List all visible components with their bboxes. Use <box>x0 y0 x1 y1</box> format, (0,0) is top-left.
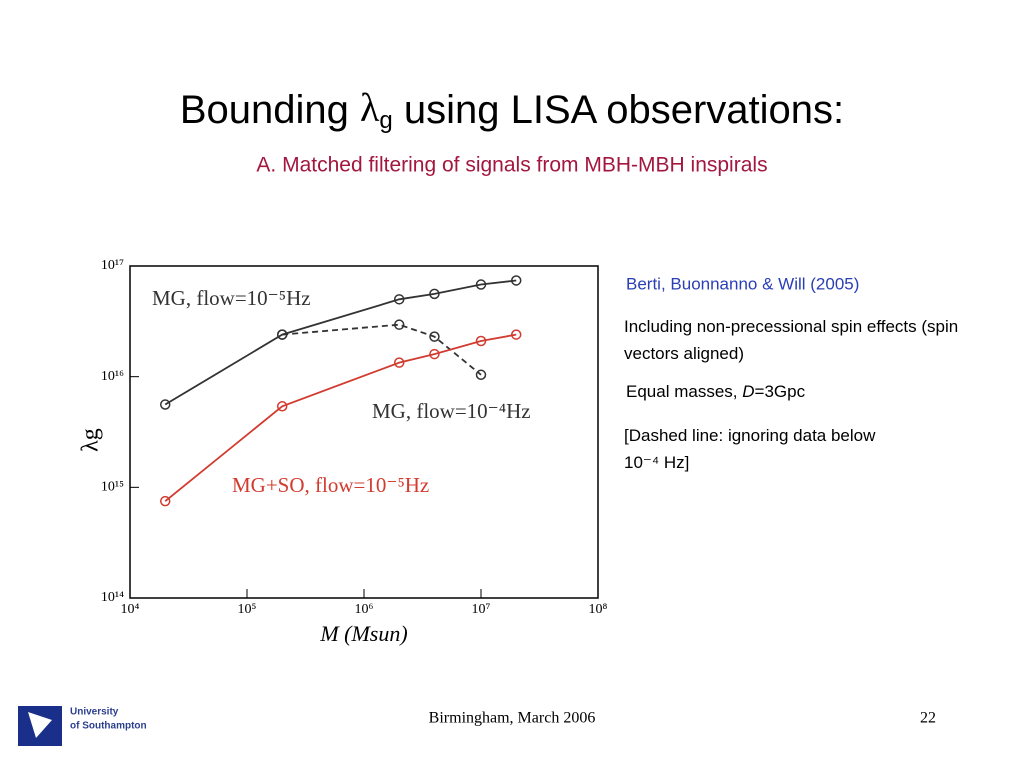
series-label: MG, flow=10⁻⁴Hz <box>372 399 531 423</box>
data-point <box>475 335 487 347</box>
data-point <box>429 288 440 300</box>
note-var: D <box>742 382 754 401</box>
plot-frame <box>129 265 599 599</box>
data-point <box>276 329 288 340</box>
page-number: 22 <box>920 710 936 727</box>
title-text: using LISA observations: <box>393 88 844 132</box>
data-point <box>475 279 487 290</box>
series-label: MG, flow=10⁻⁵Hz <box>152 286 311 310</box>
note: Including non-precessional spin effects … <box>624 317 959 363</box>
x-tick-label: 10⁵ <box>238 602 257 617</box>
logo: University of Southampton <box>18 706 147 746</box>
data-point <box>429 331 440 342</box>
note: [Dashed line: ignoring data below 10⁻⁴ H… <box>624 426 876 472</box>
y-tick-label: 10¹⁶ <box>101 369 124 384</box>
data-point <box>159 399 171 410</box>
data-point <box>276 401 288 412</box>
x-tick-label: 10⁶ <box>355 602 374 617</box>
title-text: Bounding <box>180 88 360 132</box>
note-text: =3Gpc <box>755 382 806 401</box>
x-axis-label: M (Msun) <box>319 621 407 646</box>
title-symbol: λ <box>360 85 380 130</box>
x-tick-label: 10⁸ <box>589 602 608 617</box>
series-line <box>282 323 482 376</box>
series-line <box>164 279 517 406</box>
data-point <box>475 369 487 381</box>
logo-text: University <box>70 707 119 718</box>
series-label: MG+SO, flow=10⁻⁵Hz <box>232 473 429 497</box>
note-text: Equal masses, <box>626 382 742 401</box>
logo-text: of Southampton <box>70 721 147 732</box>
y-tick-label: 10¹⁴ <box>101 590 124 605</box>
series-line <box>164 333 517 502</box>
data-point <box>159 495 171 507</box>
note-box: Including non-precessional spin effects … <box>624 317 959 363</box>
y-tick-label: 10¹⁵ <box>101 480 124 495</box>
slide-subtitle: A. Matched filtering of signals from MBH… <box>256 154 767 177</box>
citation: Berti, Buonnanno & Will (2005) <box>626 274 859 293</box>
data-point <box>393 319 405 330</box>
data-point <box>393 357 405 368</box>
title-subscript: g <box>379 107 392 134</box>
x-tick-label: 10⁴ <box>121 602 140 617</box>
data-point <box>510 275 522 286</box>
note-box: [Dashed line: ignoring data below 10⁻⁴ H… <box>624 426 876 472</box>
data-point <box>510 329 522 340</box>
slide-title: Bounding λg using LISA observations: <box>180 85 844 134</box>
logo-emblem <box>28 712 52 738</box>
y-tick-label: 10¹⁷ <box>101 258 124 273</box>
data-point <box>393 294 405 305</box>
x-tick-label: 10⁷ <box>472 602 491 617</box>
y-axis-label: λg <box>78 428 104 452</box>
data-point <box>429 348 440 360</box>
footer: Birmingham, March 2006 <box>429 710 596 727</box>
note: Equal masses, D=3Gpc <box>626 382 806 401</box>
